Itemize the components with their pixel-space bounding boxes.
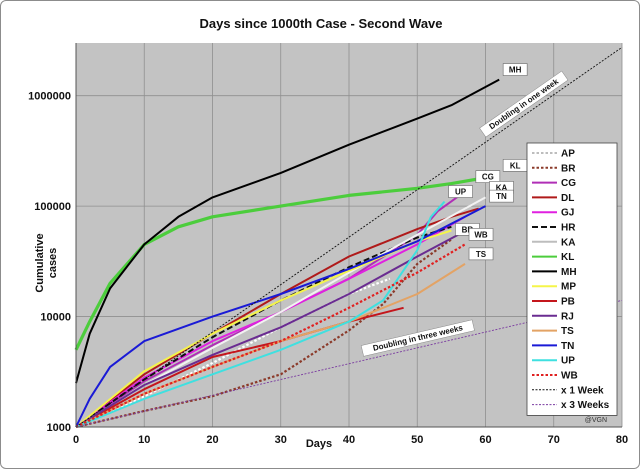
legend-label: PB	[561, 297, 575, 308]
series-tag-kl: KL	[502, 159, 528, 172]
series-tag-text: UP	[455, 188, 467, 197]
series-tag-text: WB	[474, 230, 488, 239]
x-tick-label: 80	[616, 434, 628, 446]
x-tick-label: 40	[343, 434, 355, 446]
legend-label: HR	[561, 223, 576, 234]
legend-label: WB	[561, 371, 578, 382]
legend-item-dl: DL	[532, 193, 574, 204]
legend-item-cg: CG	[532, 178, 576, 189]
x-tick-label: 50	[411, 434, 423, 446]
series-line-ap	[75, 277, 391, 429]
x-tick-label: 10	[138, 434, 150, 446]
x-axis-label: Days	[306, 438, 332, 450]
legend-label: RJ	[561, 311, 574, 322]
series-tag-text: TN	[496, 192, 507, 201]
series-tag-text: KA	[496, 183, 508, 192]
legend-label: MP	[561, 282, 576, 293]
legend-label: UP	[561, 356, 575, 367]
legend-label: KL	[561, 252, 574, 263]
legend-item-x-3-weeks: x 3 Weeks	[532, 400, 610, 411]
legend-label: x 1 Week	[561, 385, 604, 396]
x-tick-label: 20	[206, 434, 218, 446]
x-tick-label: 0	[73, 434, 79, 446]
legend-item-ap: AP	[532, 149, 575, 160]
series-line-pb	[75, 306, 404, 428]
legend-label: GJ	[561, 208, 574, 219]
legend-item-gj: GJ	[532, 208, 574, 219]
series-line-mh	[75, 78, 500, 384]
y-axis-label: Cumulativecases	[34, 233, 59, 292]
series-line-kl	[74, 173, 500, 351]
series-line-hr	[75, 225, 452, 428]
series-tag-text: MH	[509, 66, 522, 75]
credit-label: @VGN	[585, 417, 607, 424]
legend-item-kl: KL	[532, 252, 574, 263]
y-tick-labels: 1000 10000 100000 1000000	[28, 91, 71, 434]
series-tag-text: CG	[482, 173, 494, 182]
x-tick-labels: 0 10 20 30 40 50 60 70 80	[73, 434, 628, 446]
legend-item-tn: TN	[532, 341, 574, 352]
y-tick-label: 1000000	[28, 91, 71, 103]
legend-item-ka: KA	[532, 237, 575, 248]
legend-item-mp: MP	[532, 282, 576, 293]
legend-label: MH	[561, 267, 577, 278]
series-line-tn	[75, 205, 486, 428]
series-tag-text: KL	[510, 161, 521, 170]
svg-text:Cumulativecases: Cumulativecases	[34, 233, 59, 292]
legend-label: TN	[561, 341, 574, 352]
legend-item-ts: TS	[532, 326, 574, 337]
chart-title: Days since 1000th Case - Second Wave	[199, 16, 442, 31]
legend: AP BR CG DL GJ HR KA KL MH MP PB RJ TS TN UP WB x 1 Week…	[526, 142, 618, 416]
axes	[75, 43, 622, 428]
legend-box	[526, 142, 618, 416]
series-tag-wb: WB	[468, 228, 494, 241]
legend-label: CG	[561, 178, 576, 189]
legend-label: TS	[561, 326, 574, 337]
series-tag-tn: TN	[489, 189, 514, 203]
series-tag-text: TS	[476, 250, 487, 259]
legend-label: x 3 Weeks	[561, 400, 610, 411]
series-tag-up: UP	[448, 185, 473, 198]
series-tag-text: BR	[462, 225, 474, 234]
legend-item-br: BR	[532, 163, 576, 174]
legend-item-rj: RJ	[532, 311, 574, 322]
legend-item-pb: PB	[532, 297, 575, 308]
series-line-wb	[75, 243, 466, 428]
legend-item-wb: WB	[532, 371, 578, 382]
legend-label: BR	[561, 163, 576, 174]
legend-item-mh: MH	[532, 267, 577, 278]
legend-label: KA	[561, 237, 575, 248]
x-tick-label: 70	[548, 434, 560, 446]
y-tick-label: 1000	[47, 422, 71, 434]
x-tick-label: 60	[479, 434, 491, 446]
series-line-rj	[75, 233, 459, 428]
legend-label: AP	[561, 149, 575, 160]
x-tick-label: 30	[275, 434, 287, 446]
legend-item-hr: HR	[532, 223, 576, 234]
series-tag-ts: TS	[468, 247, 494, 261]
series-tag-cg: CG	[475, 170, 501, 183]
y-tick-label: 100000	[34, 201, 71, 213]
y-tick-label: 10000	[40, 312, 71, 324]
legend-item-up: UP	[532, 356, 575, 367]
series-tag-mh: MH	[502, 63, 528, 76]
series-line-up	[75, 200, 446, 428]
legend-label: DL	[561, 193, 574, 204]
series-line-x-1-week	[75, 46, 623, 428]
legend-item-x-1-week: x 1 Week	[532, 385, 604, 396]
